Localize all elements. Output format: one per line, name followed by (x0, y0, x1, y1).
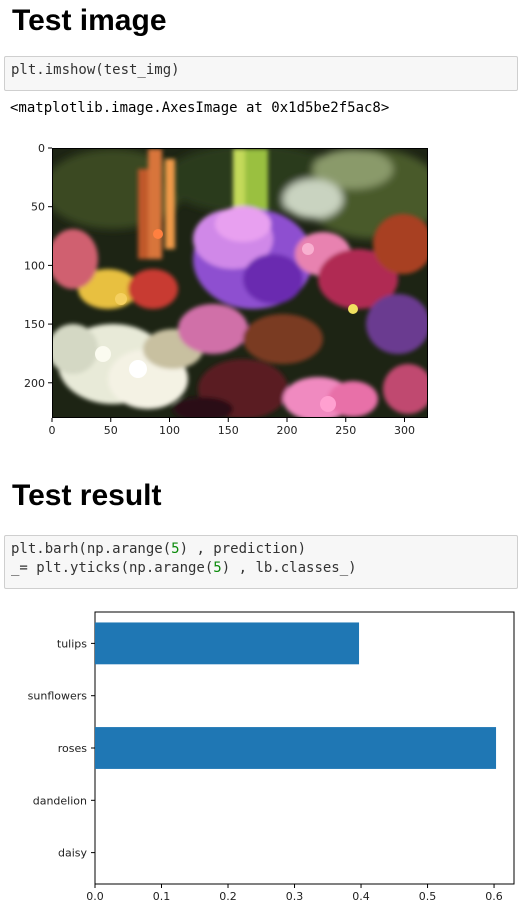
x-tick-label: 0.3 (286, 890, 304, 903)
image-y-tick-label: 200 (24, 377, 45, 390)
code-cell-barh[interactable]: plt.barh(np.arange(5) , prediction) _= p… (4, 535, 518, 589)
image-x-tick-label: 300 (394, 424, 415, 437)
y-tick-label-dandelion: dandelion (33, 794, 87, 807)
flower-image-render (53, 149, 427, 417)
code-cell-imshow[interactable]: plt.imshow(test_img) (4, 56, 518, 91)
y-tick-label-sunflowers: sunflowers (28, 690, 88, 703)
x-tick-label: 0.4 (352, 890, 370, 903)
code-line-1: plt.barh(np.arange(5) , prediction) (11, 541, 307, 557)
bar-tulips (95, 622, 360, 665)
flower-image (52, 148, 428, 418)
code-line-2: _= plt.yticks(np.arange(5) , lb.classes_… (11, 560, 357, 576)
y-tick-label-roses: roses (58, 742, 88, 755)
image-x-tick-label: 250 (335, 424, 356, 437)
x-axis-ticks: 0.0 0.1 0.2 0.3 0.4 0.5 0.6 (86, 884, 503, 903)
x-tick-label: 0.2 (219, 890, 237, 903)
bar-roses (95, 727, 497, 769)
code-text: plt.imshow(test_img) (11, 62, 180, 78)
image-y-tick-label: 150 (24, 318, 45, 331)
image-y-axis: 0 50 100 150 200 (24, 142, 52, 390)
image-y-tick-label: 100 (24, 259, 45, 272)
image-x-tick-label: 0 (49, 424, 56, 437)
image-axes: 0 50 100 150 200 250 300 0 50 100 150 200 (24, 142, 415, 437)
image-y-tick-label: 50 (31, 201, 45, 214)
output-text-axesimage: <matplotlib.image.AxesImage at 0x1d5be2f… (10, 100, 390, 116)
image-x-axis: 0 50 100 150 200 250 300 (49, 418, 415, 437)
image-x-tick-label: 200 (277, 424, 298, 437)
image-x-tick-label: 150 (218, 424, 239, 437)
y-axis-ticks: daisy dandelion roses sunflowers tulips (28, 637, 95, 860)
image-x-tick-label: 50 (104, 424, 118, 437)
section-heading-test-image: Test image (12, 4, 167, 37)
x-tick-label: 0.1 (153, 890, 171, 903)
y-tick-label-tulips: tulips (57, 637, 87, 650)
x-tick-label: 0.0 (86, 890, 104, 903)
image-x-tick-label: 100 (159, 424, 180, 437)
image-y-tick-label: 0 (38, 142, 45, 155)
y-tick-label-daisy: daisy (58, 847, 88, 860)
bars (95, 622, 497, 769)
section-heading-test-result: Test result (12, 479, 162, 512)
x-tick-label: 0.6 (485, 890, 503, 903)
x-tick-label: 0.5 (419, 890, 437, 903)
